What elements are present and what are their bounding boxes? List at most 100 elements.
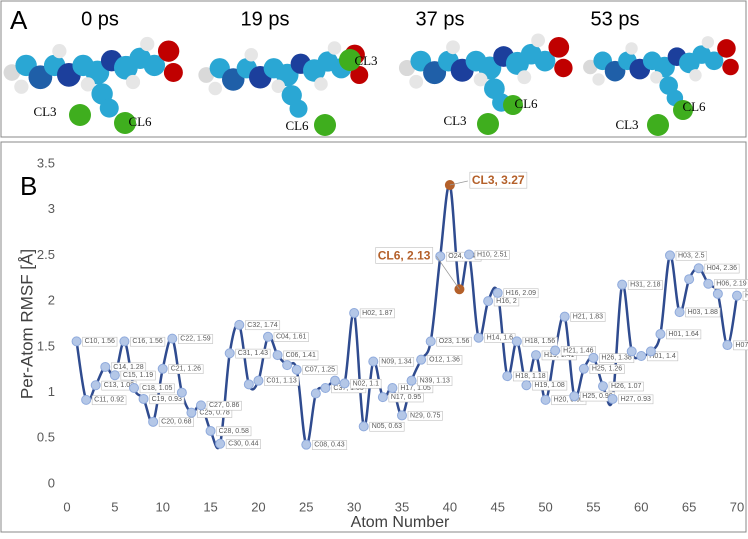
label-box bbox=[139, 383, 175, 394]
data-point bbox=[157, 363, 168, 374]
panel-a-frame bbox=[0, 0, 747, 138]
molecule bbox=[583, 36, 739, 107]
data-point bbox=[712, 288, 723, 299]
label-box bbox=[82, 336, 118, 347]
time-label: 37 ps bbox=[416, 8, 465, 30]
data-point bbox=[243, 379, 254, 390]
label-box bbox=[359, 308, 395, 319]
label-box bbox=[685, 307, 721, 318]
label-box bbox=[417, 376, 453, 386]
data-point bbox=[732, 290, 742, 301]
label-box bbox=[235, 348, 271, 359]
data-label: H03, 2.5 bbox=[678, 252, 705, 259]
data-point bbox=[263, 331, 273, 342]
data-label: H17, 1.05 bbox=[400, 385, 430, 392]
data-label: C14, 1.28 bbox=[113, 364, 143, 371]
label-box bbox=[570, 312, 606, 322]
data-point bbox=[617, 279, 628, 290]
data-point bbox=[598, 381, 608, 392]
data-point bbox=[665, 250, 675, 261]
data-label: H26, 1.38 bbox=[601, 355, 631, 362]
data-label: H14, 1.6 bbox=[487, 335, 514, 342]
data-label: C25, 0.78 bbox=[199, 410, 229, 417]
label-box bbox=[177, 334, 214, 344]
data-point bbox=[483, 296, 494, 307]
y-tick-label: 0 bbox=[48, 475, 55, 490]
label-box bbox=[532, 380, 568, 391]
y-tick-label: 3.5 bbox=[37, 155, 55, 170]
x-tick-label: 15 bbox=[203, 499, 217, 514]
data-label: H04, 2.36 bbox=[707, 265, 737, 272]
data-point bbox=[215, 438, 226, 449]
data-label: H03, 1.88 bbox=[688, 309, 718, 316]
x-axis-title: Atom Number bbox=[351, 514, 450, 531]
label-box bbox=[503, 288, 539, 299]
label-box bbox=[426, 355, 463, 365]
data-label: C32, 1.74 bbox=[247, 322, 277, 329]
x-tick-label: 35 bbox=[395, 499, 409, 514]
data-point bbox=[550, 345, 561, 356]
time-label: 53 ps bbox=[591, 8, 640, 30]
data-point bbox=[531, 350, 541, 361]
label-box bbox=[273, 332, 309, 342]
data-point bbox=[301, 439, 312, 450]
label-box bbox=[350, 378, 382, 389]
time-label: 19 ps bbox=[241, 8, 290, 30]
data-point bbox=[473, 332, 484, 343]
data-point bbox=[119, 336, 130, 347]
label-box bbox=[618, 394, 654, 405]
y-tick-label: 3 bbox=[48, 201, 55, 216]
label-box bbox=[627, 280, 663, 290]
data-label: C28, 0.58 bbox=[219, 428, 249, 435]
data-label: C37, 1.05 bbox=[333, 385, 363, 392]
x-tick-label: 30 bbox=[347, 499, 361, 514]
data-label: H21, 1.46 bbox=[563, 347, 593, 354]
label-box bbox=[733, 340, 748, 351]
data-point bbox=[224, 348, 235, 359]
data-point bbox=[521, 380, 532, 391]
x-tick-label: 55 bbox=[586, 499, 600, 514]
label-box bbox=[225, 439, 261, 449]
label-box bbox=[407, 410, 443, 421]
data-label: C31, 1.43 bbox=[238, 350, 268, 357]
panel-b-frame bbox=[0, 141, 747, 533]
molecule bbox=[3, 36, 183, 118]
time-label: 0 ps bbox=[81, 8, 119, 30]
data-point bbox=[90, 380, 101, 391]
chlorine bbox=[673, 100, 693, 120]
data-point bbox=[368, 356, 379, 367]
data-point bbox=[540, 394, 551, 405]
data-label: CL6, 2.13 bbox=[378, 248, 431, 262]
data-label: C15, 1.19 bbox=[123, 372, 153, 379]
y-tick-label: 1 bbox=[48, 384, 55, 399]
data-point bbox=[320, 383, 331, 393]
data-point bbox=[607, 393, 618, 404]
data-label: H01, 1.64 bbox=[668, 331, 698, 338]
label-box bbox=[589, 364, 625, 374]
data-label: C04, 1.61 bbox=[276, 334, 306, 341]
x-tick-label: 65 bbox=[682, 499, 696, 514]
y-tick-label: 2 bbox=[48, 293, 55, 308]
x-tick-label: 45 bbox=[490, 499, 504, 514]
data-label: O23, 1.56 bbox=[439, 338, 470, 345]
label-box bbox=[713, 279, 748, 289]
data-label: H01, 1.4 bbox=[649, 353, 676, 360]
data-point bbox=[377, 392, 388, 403]
label-box bbox=[436, 336, 472, 347]
data-label: H18, 1.18 bbox=[515, 373, 545, 380]
chlorine bbox=[69, 104, 91, 126]
data-point bbox=[100, 361, 111, 372]
data-point bbox=[435, 251, 446, 262]
data-label: C08, 0.43 bbox=[314, 442, 344, 449]
data-point bbox=[234, 319, 245, 330]
atom-label: CL6 bbox=[682, 99, 706, 114]
x-tick-label: 50 bbox=[538, 499, 552, 514]
x-tick-label: 60 bbox=[634, 499, 648, 514]
data-point bbox=[425, 336, 436, 347]
data-label: O12, 1.36 bbox=[429, 357, 460, 364]
label-box bbox=[283, 350, 319, 361]
data-label: C19, 0.93 bbox=[152, 396, 182, 403]
label-box bbox=[302, 365, 338, 375]
label-box bbox=[742, 291, 748, 301]
data-point bbox=[291, 364, 302, 375]
